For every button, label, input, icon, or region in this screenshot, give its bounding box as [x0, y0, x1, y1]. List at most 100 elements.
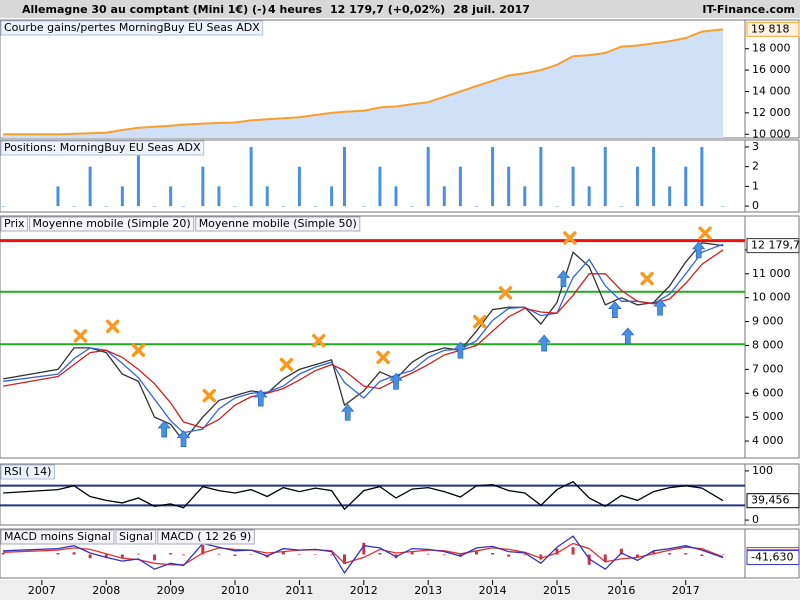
bar	[136, 146, 140, 207]
bar	[249, 146, 253, 207]
bar	[330, 554, 334, 556]
bar	[523, 186, 527, 207]
bar	[394, 186, 398, 207]
bar	[721, 554, 725, 555]
buy-signal	[157, 420, 171, 438]
bar	[201, 544, 205, 555]
period: 4 heures	[268, 3, 322, 16]
bar	[120, 186, 124, 207]
line	[3, 243, 724, 434]
bar	[88, 166, 92, 207]
line	[3, 542, 724, 566]
bar	[342, 146, 346, 207]
bar	[104, 206, 108, 207]
buy-signal	[621, 327, 635, 345]
y-tick-label: 8 000	[752, 338, 784, 351]
value-label-box	[746, 493, 800, 509]
bar	[442, 186, 446, 207]
bar	[571, 166, 575, 207]
bar	[72, 206, 76, 207]
value-label-box	[746, 550, 800, 566]
area	[3, 29, 724, 138]
bar	[314, 206, 318, 207]
sell-signal	[472, 314, 487, 329]
bar	[410, 206, 414, 207]
y-tick-label: 100	[752, 464, 773, 477]
legend-box	[157, 529, 255, 545]
bar	[265, 186, 269, 207]
y-tick-label: 4 000	[752, 434, 784, 447]
bar	[410, 551, 414, 555]
x-tick-label: 2017	[672, 584, 700, 597]
sell-signal	[311, 333, 326, 348]
x-tick-label: 2013	[414, 584, 442, 597]
x-tick-label: 2008	[92, 584, 120, 597]
bar	[539, 554, 543, 560]
pane-title-box	[0, 140, 205, 156]
y-tick-label: 10 000	[752, 291, 791, 304]
bar	[314, 554, 318, 555]
y-tick-label: 16 000	[752, 63, 791, 76]
bar	[182, 554, 186, 556]
bar	[136, 553, 140, 555]
y-tick-label: 12 000	[752, 106, 791, 119]
x-tick-label: 2014	[479, 584, 507, 597]
bar	[700, 554, 704, 556]
y-tick-label: 0	[752, 513, 759, 526]
x-tick-label: 2011	[285, 584, 313, 597]
buy-signal	[653, 298, 667, 316]
y-tick-label: 6 000	[752, 386, 784, 399]
y-tick-label: 7 000	[752, 362, 784, 375]
y-tick-label: 0	[752, 199, 759, 212]
sell-signal	[498, 286, 513, 300]
bar	[668, 553, 672, 555]
y-tick-label: 3	[752, 140, 759, 153]
bar	[56, 553, 60, 555]
x-tick-label: 2009	[157, 584, 185, 597]
axis-pane	[744, 215, 800, 459]
legend-box	[0, 529, 115, 545]
bar	[56, 186, 60, 207]
buy-signal	[341, 403, 355, 421]
bar	[342, 554, 346, 565]
x-tick-label: 2016	[607, 584, 635, 597]
bar	[458, 166, 462, 207]
bar	[571, 547, 575, 555]
x-tick-label: 2015	[543, 584, 571, 597]
bar	[491, 553, 495, 555]
y-tick-label: 14 000	[752, 84, 791, 97]
bar	[88, 554, 92, 559]
legend-entry: Signal	[119, 530, 153, 543]
bar	[603, 146, 607, 207]
bar	[362, 206, 366, 207]
bar	[182, 206, 186, 207]
bar	[507, 166, 511, 207]
bar	[233, 554, 237, 556]
value-label-box	[746, 21, 800, 37]
bar	[217, 186, 221, 207]
bar	[668, 186, 672, 207]
pane-title: RSI ( 14)	[4, 465, 51, 478]
value-label: 12 179,7	[751, 239, 800, 252]
legend-entry: Prix	[4, 217, 25, 230]
bar	[652, 146, 656, 207]
bar	[721, 206, 725, 207]
bar	[442, 554, 446, 556]
buy-signal	[608, 301, 622, 318]
bar	[474, 206, 478, 207]
bar	[474, 551, 478, 555]
bar	[555, 206, 559, 207]
value-label: -41,630	[751, 551, 793, 564]
buy-signal	[556, 270, 571, 287]
pane-title: Courbe gains/pertes MorningBuy EU Seas A…	[4, 21, 260, 34]
buy-signal	[389, 372, 403, 390]
quote: 12 179,7 (+0,02%)	[330, 3, 445, 16]
line	[3, 480, 724, 511]
sell-signal	[563, 231, 577, 245]
legend-entry: MACD ( 12 26 9)	[161, 530, 252, 543]
sell-signal	[376, 350, 390, 365]
bar	[153, 554, 157, 561]
value-label-box	[746, 238, 800, 254]
bar	[684, 166, 688, 207]
